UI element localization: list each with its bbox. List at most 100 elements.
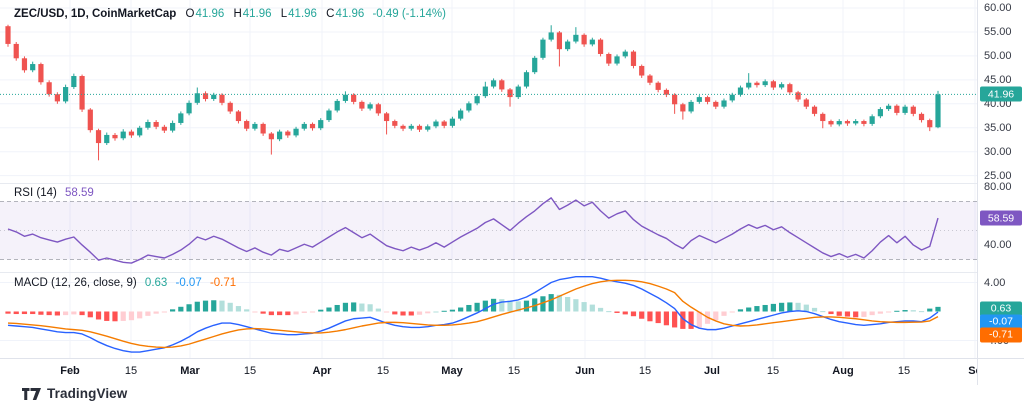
time-tick-label: Aug [832,365,854,377]
time-axis[interactable]: Feb 15 Mar 15 Apr 15 May 15 Jun 15 Jul 15 Aug 15 Se [0,358,982,385]
candle-body [820,113,826,122]
close-value: 41.96 [335,8,365,20]
pane-separator-macd[interactable] [0,272,978,273]
macd-histogram-bar [153,311,159,314]
macd-legend[interactable]: MACD (12, 26, close, 9) 0.63 -0.07 -0.71 [14,277,236,289]
candle-body [902,106,908,113]
candle-body [375,104,381,114]
macd-histogram-bar [902,310,908,312]
candle-body [647,75,653,83]
price-tick-label: 25.00 [984,169,1012,182]
symbol-title: ZEC/USD, 1D, CoinMarketCap [14,8,177,20]
time-tick-label: 15 [507,365,521,377]
macd-histogram-bar [301,311,307,313]
tradingview-logo-icon [22,387,41,400]
candle-body [46,82,52,95]
time-tick-label: 15 [376,365,390,377]
candle-body [721,100,727,107]
candle-body [87,109,93,131]
chart-plot-area[interactable] [0,0,978,358]
macd-histogram-bar [268,311,274,316]
candle-body [178,113,184,123]
candle-body [746,82,752,88]
candle-body [935,94,941,128]
candle-body [458,110,464,119]
macd-histogram-bar [276,311,283,316]
macd-tick-label: 4.00 [984,276,1006,289]
axis-corner [977,358,1024,385]
macd-histogram-bar [383,311,390,313]
time-tick-label: 15 [243,365,257,377]
tradingview-attribution[interactable]: TradingView [22,386,127,401]
candle-body [268,133,274,140]
macd-histogram-bar [672,311,678,328]
macd-histogram-bar [252,311,258,313]
macd-histogram-bar [285,311,291,316]
candle-body [359,101,365,109]
low-value: 41.96 [288,8,317,20]
candle-body [795,92,801,100]
macd-line-value: -0.07 [175,277,202,289]
candle-body [556,32,563,50]
macd-histogram-bar [260,311,266,314]
macd-histogram-bar [910,310,916,312]
macd-histogram-bar [367,304,373,312]
candle-body [787,84,793,93]
candle-body [886,105,892,110]
candle-body [219,94,225,103]
candle-body [137,127,143,136]
candle-body [71,76,77,88]
macd-histogram-bar [556,294,563,312]
macd-label: MACD (12, 26, close, 9) [14,277,137,289]
candle-body [408,125,414,129]
open-value: 41.96 [195,8,225,20]
price-tick-label: 35.00 [984,121,1012,134]
macd-histogram-bar [104,311,110,321]
macd-histogram-bar [803,304,809,312]
candle-body [120,131,126,139]
macd-histogram-bar [811,307,818,312]
candle-body [63,87,69,102]
macd-histogram-bar [79,311,85,316]
candle-body [853,121,859,124]
time-tick-label: 15 [897,365,911,377]
macd-histogram-bar [359,303,365,312]
time-tick-label: Mar [180,365,200,377]
macd-histogram-bar [170,309,176,312]
candle-body [383,113,390,122]
macd-histogram-bar [894,310,900,312]
price-axis[interactable]: 41.96 58.59 0.63 -0.07 -0.71 60.00 55.00 5… [977,0,1024,358]
candle-body [252,123,258,129]
macd-histogram-bar [441,310,447,312]
rsi-legend[interactable]: RSI (14) 58.59 [14,187,94,199]
candle-body [342,94,349,101]
candle-body [482,86,488,97]
rsi-value: 58.59 [65,187,94,199]
candle-body [811,106,818,114]
candle-body [260,123,266,134]
time-tick-label: Apr [312,365,332,377]
macd-histogram-bar [95,311,102,320]
candle-body [186,102,192,114]
candle-body [704,97,711,102]
candle-body [425,126,431,130]
macd-histogram-bar [589,304,595,312]
candle-body [663,89,669,95]
candle-body [803,99,809,107]
symbol-legend[interactable]: ZEC/USD, 1D, CoinMarketCap O41.96 H41.96… [14,8,446,20]
candle-body [145,122,151,128]
candle-body [581,34,587,45]
candle-body [597,39,604,54]
low-label: L [280,8,288,20]
macd-histogram-bar [680,311,686,329]
macd-histogram-bar [219,300,225,312]
pane-separator-rsi[interactable] [0,183,978,184]
macd-histogram-bar [416,311,423,315]
time-tick-label: 15 [766,365,780,377]
rsi-label: RSI (14) [14,187,57,199]
candle-body [762,81,768,86]
candle-body [128,131,135,136]
macd-histogram-bar [614,311,620,313]
candle-body [828,121,834,125]
macd-line-badge: -0.07 [980,314,1022,330]
